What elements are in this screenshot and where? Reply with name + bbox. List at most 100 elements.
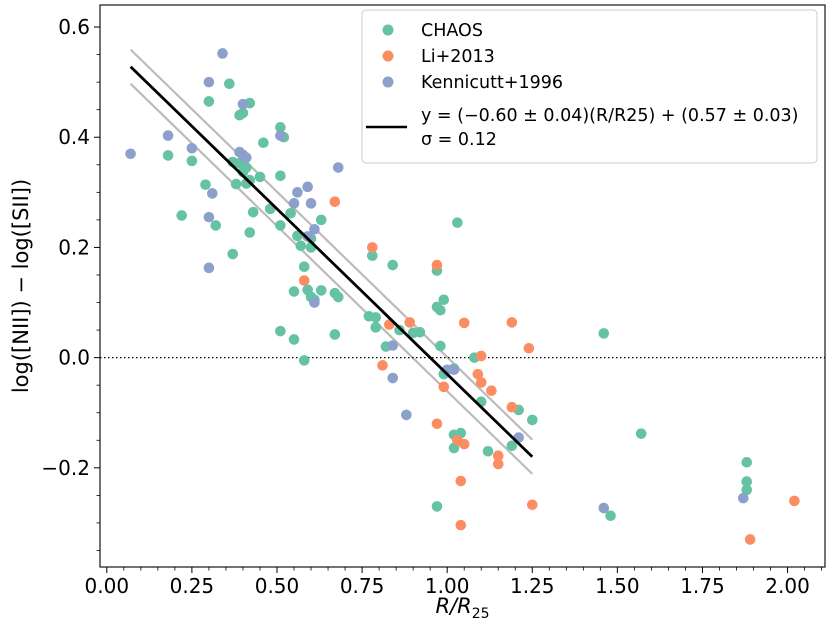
y-tick-label: 0.2	[58, 235, 90, 259]
data-point	[285, 207, 296, 219]
y-tick-label: −0.2	[41, 456, 90, 480]
legend-marker-kennicutt1996	[382, 76, 394, 88]
data-point	[482, 445, 494, 457]
series-li2013	[298, 196, 800, 545]
data-point	[275, 170, 286, 182]
x-tick-label: 0.00	[85, 574, 130, 598]
data-point	[329, 196, 341, 207]
data-point	[309, 223, 320, 235]
data-point	[486, 385, 497, 396]
data-point	[275, 220, 286, 231]
legend-label-fit-sigma: σ = 0.12	[421, 130, 497, 150]
data-point	[523, 342, 535, 354]
legend-marker-chaos	[382, 24, 394, 36]
fit-line-group	[129, 65, 534, 458]
x-tick-label: 1.25	[510, 574, 555, 598]
data-point	[186, 155, 198, 167]
data-point	[526, 414, 538, 426]
data-point	[258, 137, 269, 149]
data-point	[207, 188, 218, 199]
legend-label-chaos: CHAOS	[421, 21, 483, 41]
data-point	[125, 148, 136, 160]
data-point	[598, 328, 610, 339]
data-point	[237, 98, 249, 110]
data-point	[241, 152, 252, 163]
data-point	[329, 287, 341, 299]
data-point	[203, 96, 215, 107]
data-point	[404, 317, 416, 328]
data-point	[492, 450, 504, 462]
data-points	[125, 48, 800, 545]
data-point	[387, 340, 399, 351]
data-point	[298, 355, 310, 366]
data-point	[315, 285, 327, 296]
data-point	[217, 48, 228, 59]
data-point	[431, 418, 443, 430]
data-point	[506, 317, 518, 328]
fit-upper-bound-line	[129, 48, 534, 441]
data-point	[741, 476, 753, 487]
data-point	[370, 312, 382, 323]
data-point	[401, 409, 412, 421]
data-point	[455, 519, 467, 531]
data-point	[414, 326, 426, 338]
legend-label-kennicutt1996: Kennicutt+1996	[421, 73, 563, 93]
legend-box	[361, 9, 818, 164]
plot-frame	[99, 4, 826, 568]
data-point	[448, 364, 460, 376]
data-point	[203, 262, 215, 274]
data-point	[247, 206, 259, 218]
data-point	[475, 350, 487, 362]
data-point	[431, 501, 443, 512]
data-point	[162, 130, 174, 141]
data-point	[186, 142, 198, 154]
x-tick-label: 1.75	[680, 574, 725, 598]
data-point	[741, 484, 753, 496]
data-point	[162, 150, 174, 161]
series-chaos	[162, 78, 753, 522]
data-point	[176, 210, 187, 221]
data-point	[492, 458, 504, 470]
data-point	[298, 275, 310, 286]
data-point	[332, 162, 344, 173]
data-point	[370, 322, 382, 333]
x-tick-label: 1.50	[595, 574, 640, 598]
data-point	[302, 231, 313, 242]
data-point	[315, 214, 327, 226]
y-tick-label: 0.4	[58, 125, 90, 149]
legend-label-fit-equation: y = (−0.60 ± 0.04)(R/R25) + (0.57 ± 0.03…	[421, 106, 798, 126]
x-tick-label: 1.00	[425, 574, 470, 598]
series-kennicutt1996	[125, 48, 749, 514]
data-point	[598, 502, 610, 514]
data-point	[234, 109, 245, 121]
data-point	[367, 242, 378, 253]
fit-scatter-band	[129, 48, 534, 475]
data-point	[475, 377, 487, 388]
data-point	[744, 534, 756, 545]
x-tick-label: 0.25	[170, 574, 215, 598]
data-point	[295, 240, 307, 252]
data-point	[789, 495, 800, 507]
data-point	[298, 261, 310, 273]
fit-lower-bound-line	[129, 83, 534, 475]
data-point	[367, 250, 378, 261]
data-point	[230, 178, 242, 190]
data-point	[309, 297, 320, 308]
data-point	[526, 499, 538, 511]
legend: CHAOS Li+2013 Kennicutt+1996 y = (−0.60 …	[361, 9, 818, 164]
data-point	[244, 227, 256, 238]
data-point	[224, 78, 235, 90]
y-tick-label: 0.0	[58, 346, 90, 370]
data-point	[227, 248, 239, 260]
data-point	[329, 329, 341, 340]
data-point	[302, 181, 313, 193]
data-point	[203, 76, 215, 88]
legend-marker-li2013	[382, 50, 394, 62]
data-point	[455, 475, 467, 487]
data-point	[288, 198, 300, 209]
data-point	[387, 372, 399, 384]
data-point	[438, 381, 450, 393]
data-point	[394, 324, 405, 336]
data-point	[435, 340, 446, 352]
axis-ticks: 0.00 0.25 0.50 0.75 1.00 1.25 1.50 1.75 2.00 −0.2…	[41, 15, 822, 598]
